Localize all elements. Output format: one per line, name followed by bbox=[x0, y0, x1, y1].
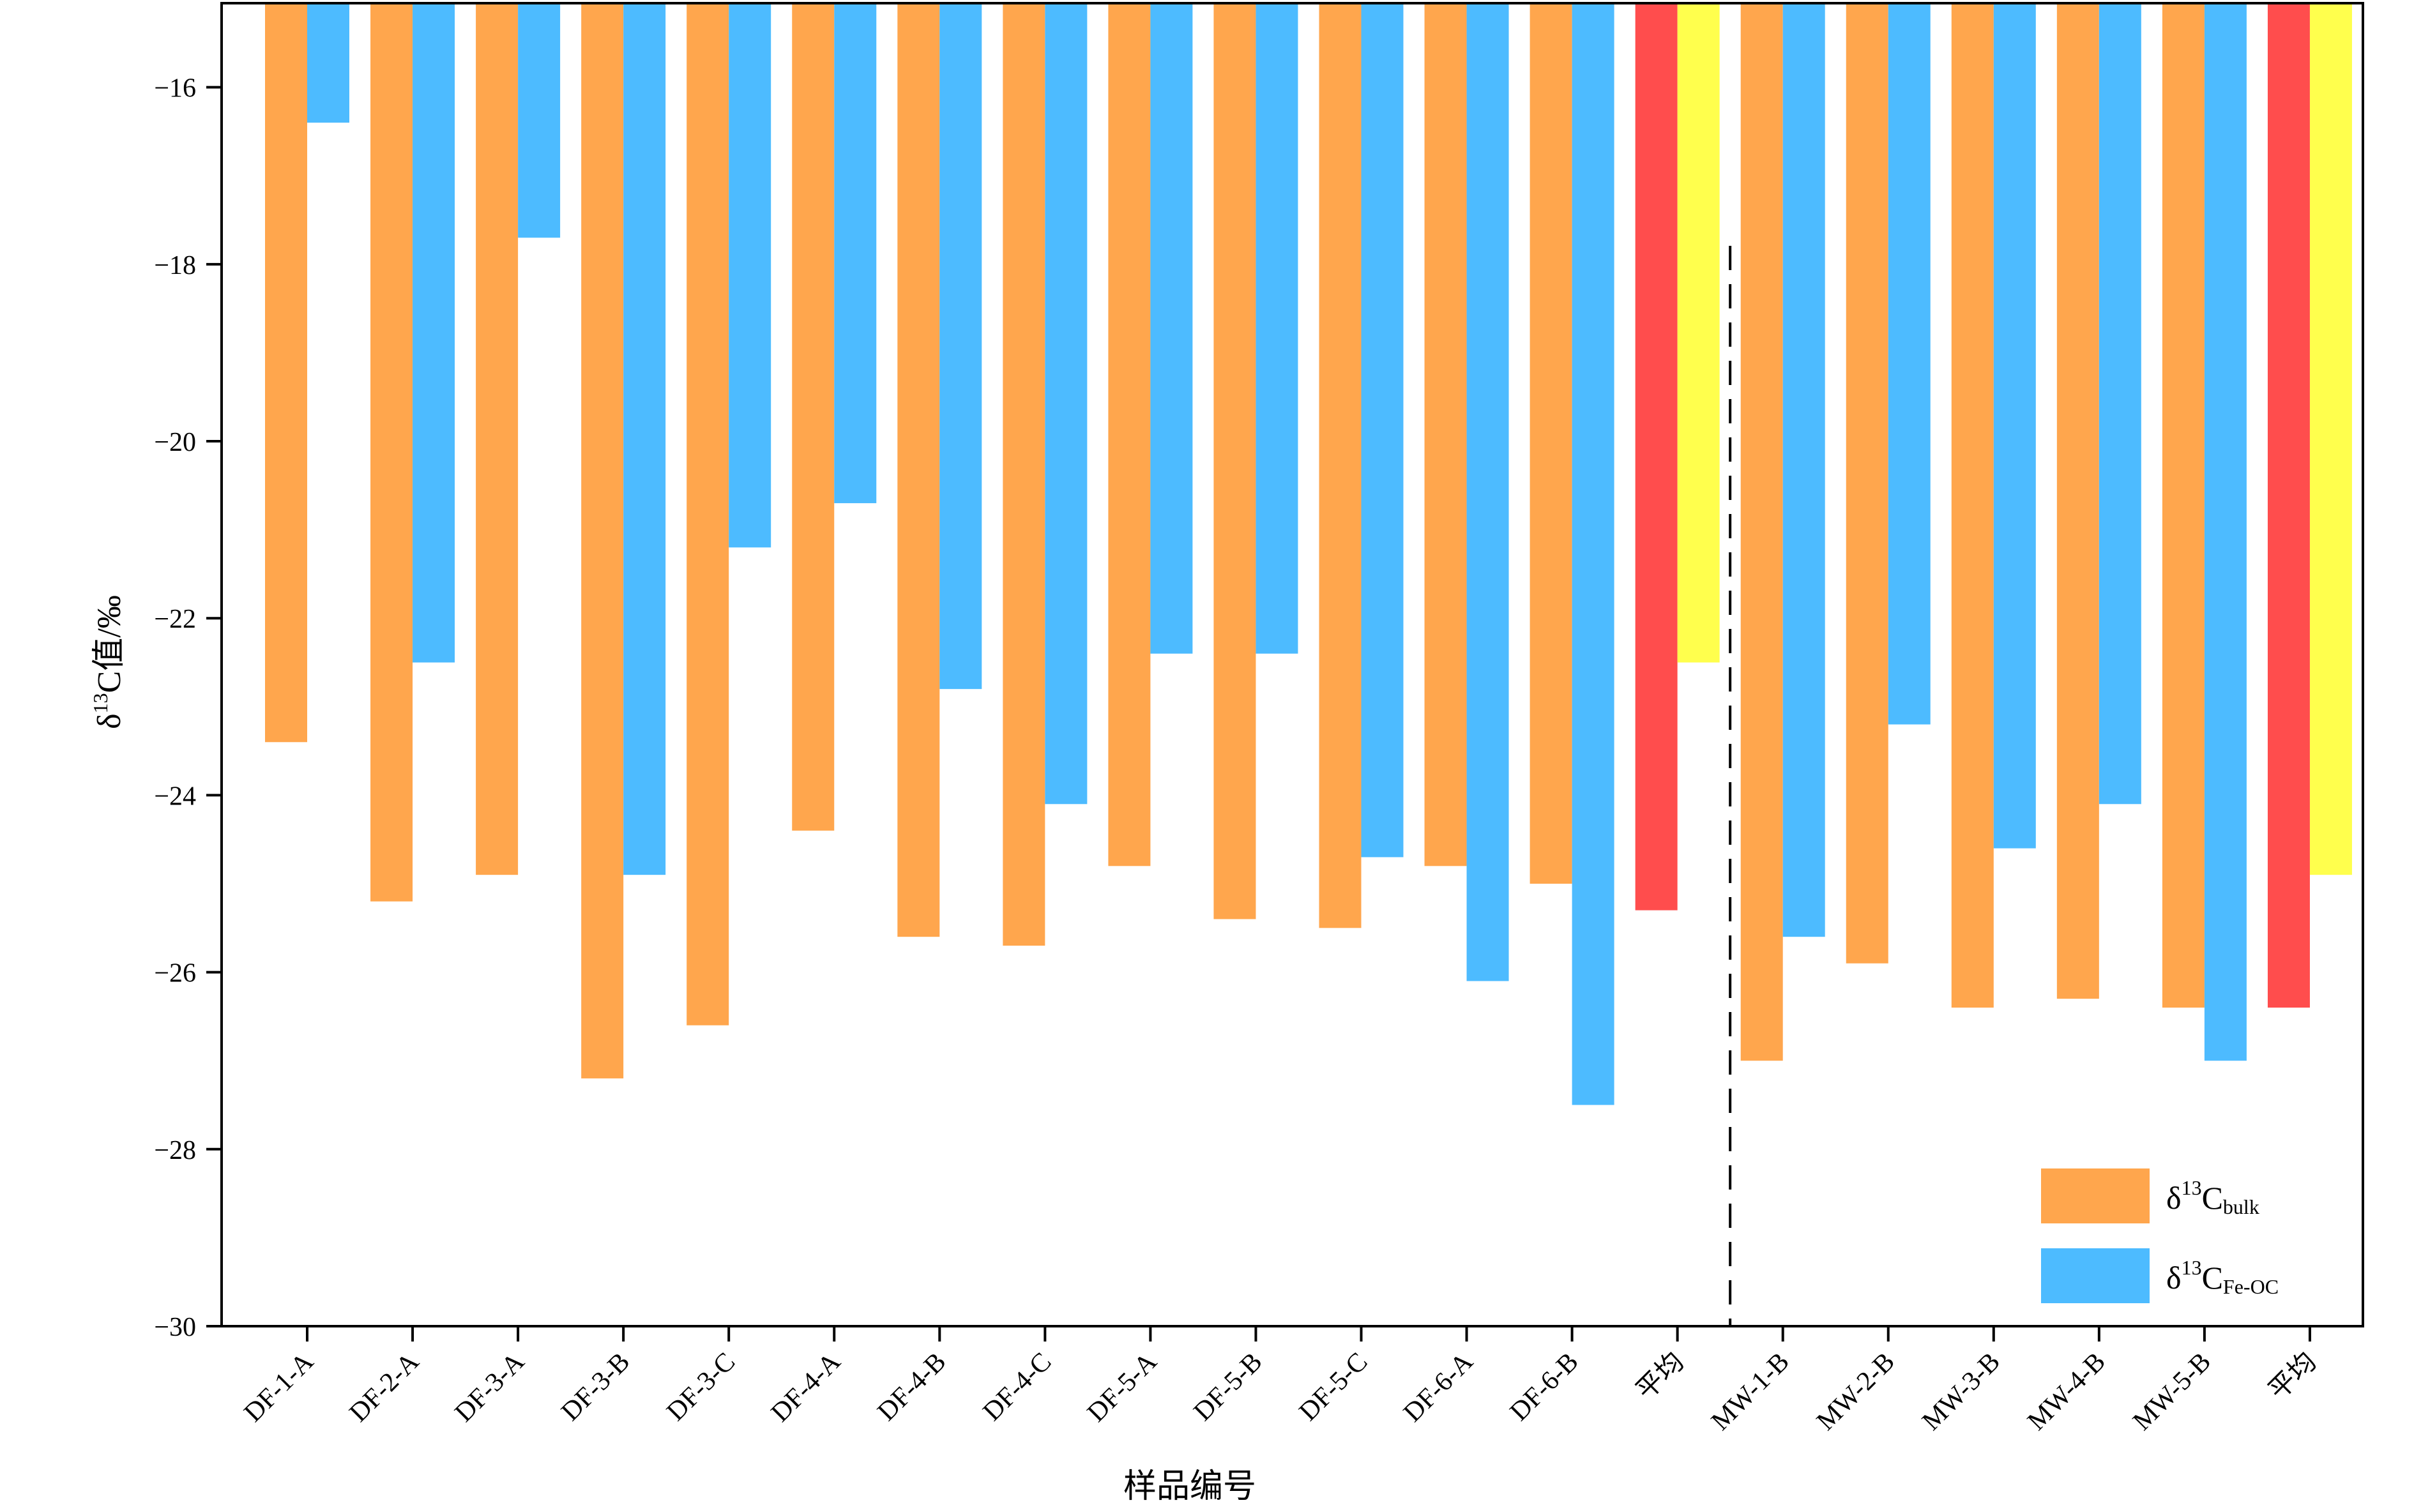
y-axis: −16 −18 −20 −22 −24 −26 −28 −30 bbox=[154, 74, 222, 1342]
bar-fe-oc-6 bbox=[939, 4, 982, 690]
x-axis-title: 样品编号 bbox=[1123, 1469, 1256, 1505]
bar-bulk-18 bbox=[2162, 4, 2205, 1008]
bar-fe-oc-16 bbox=[1993, 4, 2036, 849]
bar-fe-oc-9 bbox=[1256, 4, 1298, 654]
legend-entry-bulk: δ13Cbulk bbox=[2041, 1168, 2259, 1223]
bar-bulk-8 bbox=[1108, 4, 1151, 866]
bar-bulk-3 bbox=[581, 4, 624, 1078]
bar-fe-oc-18 bbox=[2204, 4, 2247, 1061]
bar-fe-oc-14 bbox=[1782, 4, 1825, 937]
bar-bulk-1 bbox=[370, 4, 413, 902]
bar-bulk-16 bbox=[1951, 4, 1994, 1008]
bar-fe-oc-17 bbox=[2099, 4, 2141, 805]
bar-fe-oc-11 bbox=[1466, 4, 1509, 981]
plot-frame bbox=[220, 2, 2364, 1327]
bar-bulk-6 bbox=[897, 4, 940, 937]
bar-bulk-11 bbox=[1424, 4, 1467, 866]
legend-swatch-bulk bbox=[2041, 1168, 2150, 1223]
bar-bulk-2 bbox=[476, 4, 519, 875]
bar-fe-oc-12 bbox=[1572, 4, 1614, 1105]
bars-layer bbox=[265, 4, 2352, 1105]
bar-fe-oc-19 bbox=[2309, 4, 2352, 875]
y-tick-label-2: −20 bbox=[154, 428, 196, 457]
legend-label-bulk: δ13Cbulk bbox=[2166, 1176, 2259, 1218]
bar-bulk-5 bbox=[792, 4, 835, 831]
bar-bulk-4 bbox=[687, 4, 729, 1025]
bar-bulk-13 bbox=[1635, 4, 1678, 911]
bar-fe-oc-4 bbox=[729, 4, 771, 548]
bar-bulk-17 bbox=[2056, 4, 2099, 999]
y-tick-label-1: −18 bbox=[154, 251, 196, 280]
bar-fe-oc-15 bbox=[1888, 4, 1931, 725]
bar-fe-oc-7 bbox=[1045, 4, 1088, 805]
bar-bulk-12 bbox=[1530, 4, 1572, 884]
legend: δ13Cbulk δ13CFe-OC bbox=[2041, 1168, 2279, 1303]
bar-fe-oc-0 bbox=[307, 4, 349, 123]
legend-label-fe-oc: δ13CFe-OC bbox=[2166, 1256, 2279, 1298]
y-tick-label-4: −24 bbox=[154, 782, 196, 811]
legend-entry-fe-oc: δ13CFe-OC bbox=[2041, 1248, 2279, 1303]
bar-fe-oc-5 bbox=[834, 4, 877, 504]
y-axis-title: δ13C值/‰ bbox=[89, 595, 128, 729]
bar-fe-oc-8 bbox=[1150, 4, 1193, 654]
y-tick-label-6: −28 bbox=[154, 1136, 196, 1165]
y-tick-label-3: −22 bbox=[154, 605, 196, 634]
bar-bulk-10 bbox=[1319, 4, 1362, 928]
legend-swatch-fe-oc bbox=[2041, 1248, 2150, 1303]
bar-fe-oc-10 bbox=[1361, 4, 1404, 858]
y-tick-label-5: −26 bbox=[154, 959, 196, 988]
bar-fe-oc-1 bbox=[413, 4, 455, 663]
bar-bulk-15 bbox=[1846, 4, 1888, 964]
bar-bulk-7 bbox=[1003, 4, 1045, 946]
bar-fe-oc-13 bbox=[1677, 4, 1720, 663]
bar-bulk-0 bbox=[265, 4, 307, 743]
bar-bulk-19 bbox=[2267, 4, 2310, 1008]
bar-bulk-14 bbox=[1740, 4, 1783, 1061]
bar-fe-oc-2 bbox=[518, 4, 561, 238]
y-tick-label-0: −16 bbox=[154, 74, 196, 103]
bar-bulk-9 bbox=[1213, 4, 1256, 919]
bar-fe-oc-3 bbox=[623, 4, 666, 875]
y-tick-label-7: −30 bbox=[154, 1313, 196, 1342]
